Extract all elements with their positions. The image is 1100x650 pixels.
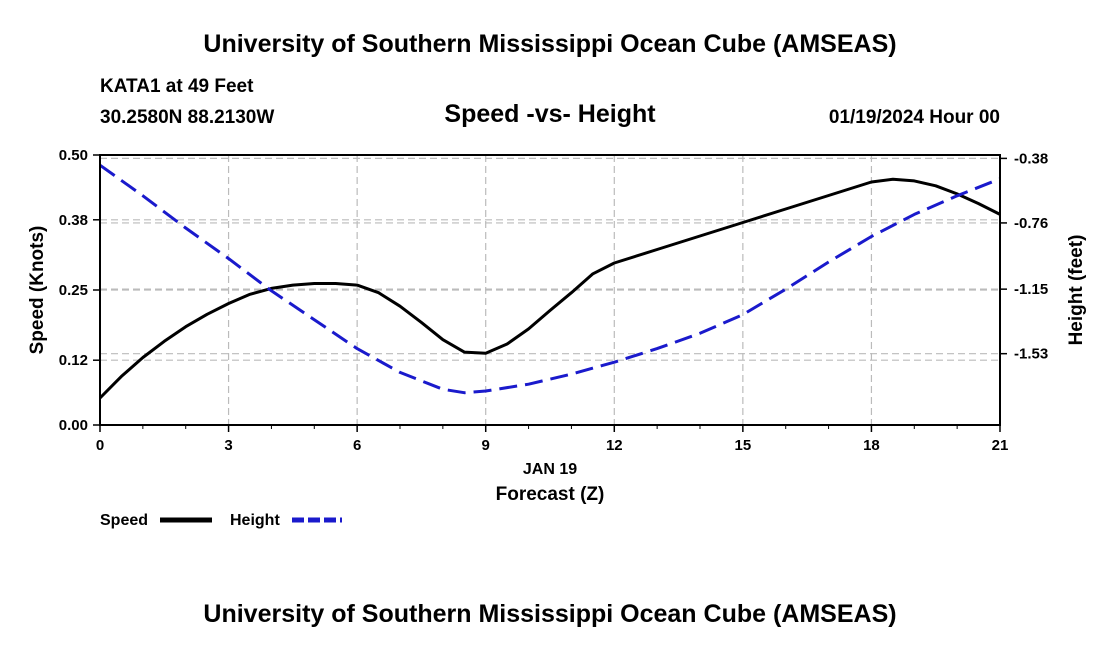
legend-speed-label: Speed xyxy=(100,512,148,529)
x-tick-label: 18 xyxy=(863,437,880,454)
x-tick-label: 15 xyxy=(735,437,752,454)
station-label: KATA1 at 49 Feet xyxy=(100,76,254,97)
series-line-speed xyxy=(98,177,1001,400)
y-tick-label: 0.12 xyxy=(59,352,88,369)
y2-tick-label: -1.53 xyxy=(1014,346,1048,363)
forecast-datetime: 01/19/2024 Hour 00 xyxy=(828,107,1000,128)
x-tick-label: 3 xyxy=(224,437,232,454)
legend: Speed Height xyxy=(100,512,342,529)
x-tick-label: 12 xyxy=(606,437,623,454)
y-tick-label: 0.25 xyxy=(59,282,88,299)
series-line-height xyxy=(99,163,1001,395)
y-axis-label: Speed (Knots) xyxy=(27,226,48,355)
x-tick-label: 0 xyxy=(96,437,104,454)
series-layer xyxy=(98,163,1001,400)
x-tick-label: 6 xyxy=(353,437,361,454)
tick-layer: 0 3 6 9 12 15 18 21 0.00 0.12 0.25 0.38 0.50 -0.38 -0.… xyxy=(59,147,1048,454)
x-tick-label: 21 xyxy=(992,437,1009,454)
chart-title: University of Southern Mississippi Ocean… xyxy=(203,30,897,58)
y-tick-label: 0.00 xyxy=(59,417,88,434)
y2-tick-label: -1.15 xyxy=(1014,281,1048,298)
grid-layer xyxy=(100,154,1000,425)
x-axis-label: Forecast (Z) xyxy=(496,484,605,505)
x-tick-label: 9 xyxy=(482,437,490,454)
y-tick-label: 0.50 xyxy=(59,147,88,164)
y2-axis-label: Height (feet) xyxy=(1066,235,1087,346)
legend-height-label: Height xyxy=(230,512,280,529)
chart-subtitle: Speed -vs- Height xyxy=(444,100,656,128)
x-axis-date-label: JAN 19 xyxy=(523,461,577,478)
y2-tick-label: -0.76 xyxy=(1014,215,1048,232)
footer-title: University of Southern Mississippi Ocean… xyxy=(203,600,897,628)
station-coords: 30.2580N 88.2130W xyxy=(100,107,275,128)
y2-tick-label: -0.38 xyxy=(1014,150,1048,167)
y-tick-label: 0.38 xyxy=(59,212,88,229)
